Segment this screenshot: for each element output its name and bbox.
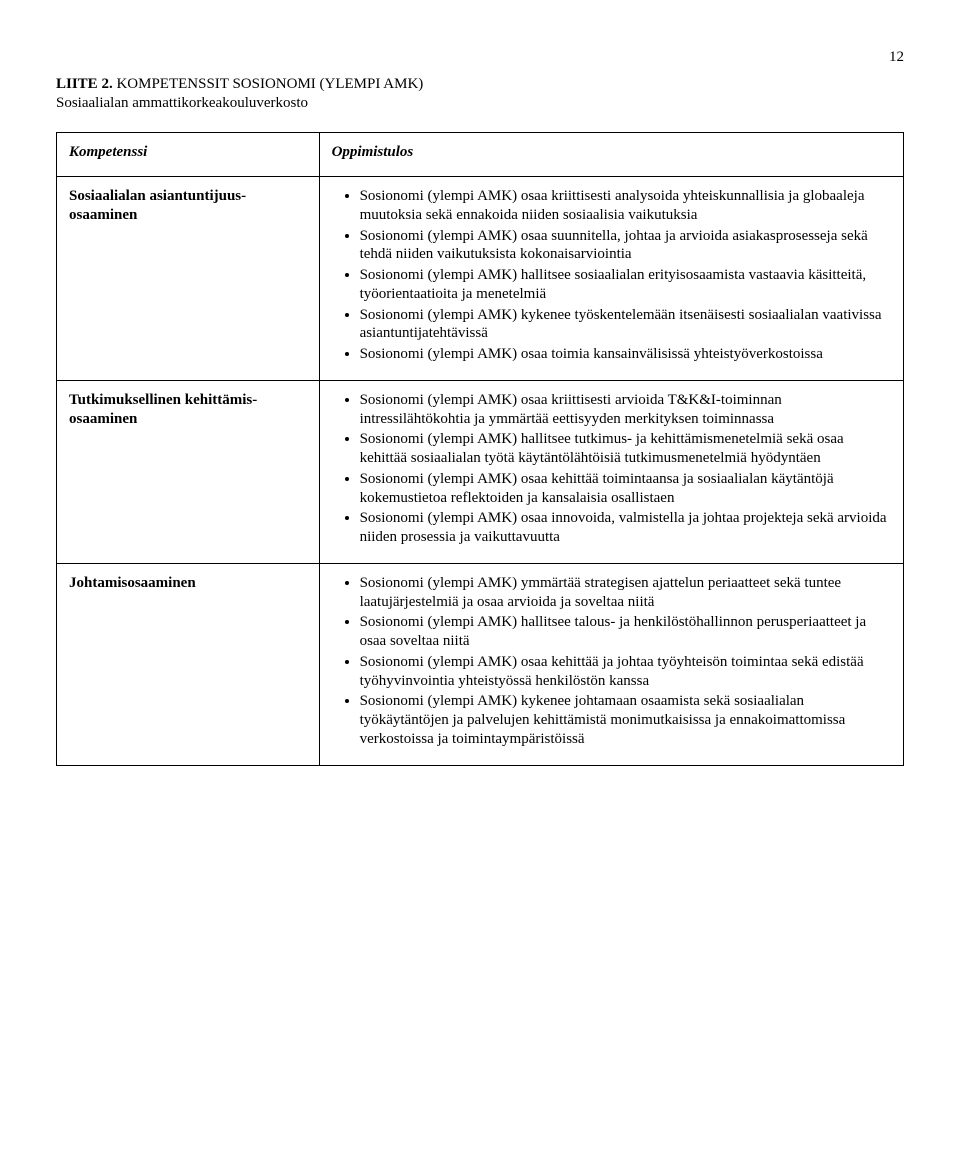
list-item: Sosionomi (ylempi AMK) osaa innovoida, v… bbox=[360, 509, 891, 547]
page-number: 12 bbox=[56, 48, 904, 67]
heading-bold: LIITE 2. bbox=[56, 76, 113, 92]
competence-name-cell: Tutkimuksellinen kehittämis-osaaminen bbox=[57, 380, 320, 563]
list-item: Sosionomi (ylempi AMK) hallitsee talous-… bbox=[360, 613, 891, 651]
table-header-row: Kompetenssi Oppimistulos bbox=[57, 133, 904, 177]
list-item: Sosionomi (ylempi AMK) osaa kehittää toi… bbox=[360, 470, 891, 508]
list-item: Sosionomi (ylempi AMK) osaa suunnitella,… bbox=[360, 227, 891, 265]
outcome-list: Sosionomi (ylempi AMK) osaa kriittisesti… bbox=[332, 391, 891, 547]
outcome-cell: Sosionomi (ylempi AMK) osaa kriittisesti… bbox=[319, 177, 903, 381]
competence-name: Johtamisosaaminen bbox=[69, 575, 196, 591]
competence-name: Sosiaalialan asiantuntijuus-osaaminen bbox=[69, 188, 246, 223]
competence-name-cell: Johtamisosaaminen bbox=[57, 563, 320, 765]
competence-name-cell: Sosiaalialan asiantuntijuus-osaaminen bbox=[57, 177, 320, 381]
header-cell-competence: Kompetenssi bbox=[57, 133, 320, 177]
outcome-list: Sosionomi (ylempi AMK) ymmärtää strategi… bbox=[332, 574, 891, 749]
competence-name: Tutkimuksellinen kehittämis-osaaminen bbox=[69, 392, 257, 427]
header-cell-outcome: Oppimistulos bbox=[319, 133, 903, 177]
table-row: Sosiaalialan asiantuntijuus-osaaminen So… bbox=[57, 177, 904, 381]
list-item: Sosionomi (ylempi AMK) ymmärtää strategi… bbox=[360, 574, 891, 612]
list-item: Sosionomi (ylempi AMK) osaa kriittisesti… bbox=[360, 187, 891, 225]
list-item: Sosionomi (ylempi AMK) hallitsee sosiaal… bbox=[360, 266, 891, 304]
heading-line-1: LIITE 2. KOMPETENSSIT SOSIONOMI (YLEMPI … bbox=[56, 75, 904, 94]
list-item: Sosionomi (ylempi AMK) osaa kriittisesti… bbox=[360, 391, 891, 429]
list-item: Sosionomi (ylempi AMK) kykenee työskente… bbox=[360, 306, 891, 344]
list-item: Sosionomi (ylempi AMK) osaa toimia kansa… bbox=[360, 345, 891, 364]
list-item: Sosionomi (ylempi AMK) hallitsee tutkimu… bbox=[360, 430, 891, 468]
heading-line-2: Sosiaalialan ammattikorkeakouluverkosto bbox=[56, 94, 904, 113]
outcome-cell: Sosionomi (ylempi AMK) osaa kriittisesti… bbox=[319, 380, 903, 563]
heading-rest: KOMPETENSSIT SOSIONOMI (YLEMPI AMK) bbox=[113, 76, 424, 92]
table-row: Tutkimuksellinen kehittämis-osaaminen So… bbox=[57, 380, 904, 563]
table-row: Johtamisosaaminen Sosionomi (ylempi AMK)… bbox=[57, 563, 904, 765]
list-item: Sosionomi (ylempi AMK) kykenee johtamaan… bbox=[360, 692, 891, 748]
outcome-cell: Sosionomi (ylempi AMK) ymmärtää strategi… bbox=[319, 563, 903, 765]
list-item: Sosionomi (ylempi AMK) osaa kehittää ja … bbox=[360, 653, 891, 691]
competence-table: Kompetenssi Oppimistulos Sosiaalialan as… bbox=[56, 132, 904, 765]
outcome-list: Sosionomi (ylempi AMK) osaa kriittisesti… bbox=[332, 187, 891, 364]
